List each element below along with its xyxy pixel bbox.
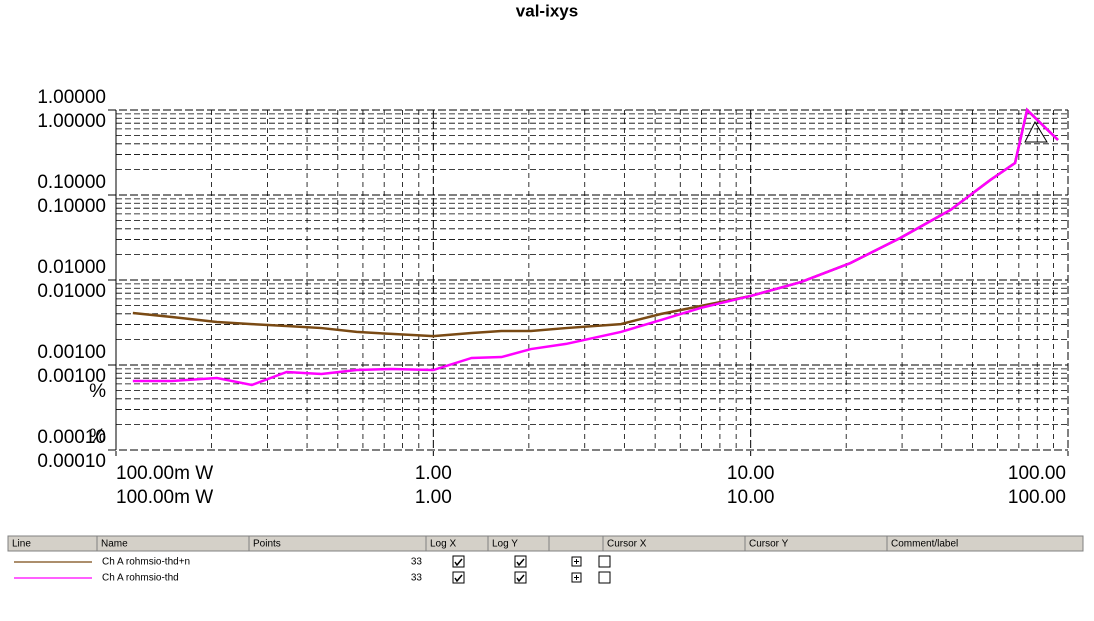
table-header-cell: Log X [430, 539, 456, 550]
checkbox[interactable] [598, 555, 611, 568]
table-header-cell: Cursor Y [749, 539, 789, 550]
x-tick-label: 10.00 [727, 487, 775, 508]
checkbox[interactable] [452, 555, 465, 568]
table-header-cell: Comment/label [891, 539, 958, 550]
checkmark [454, 574, 463, 583]
y-tick-label: 0.00100 [37, 366, 106, 387]
table-header-cell: Cursor X [607, 539, 647, 550]
x-tick-label: 100.00 [1008, 487, 1066, 508]
checkbox[interactable] [598, 571, 611, 584]
y-unit: % [89, 381, 106, 402]
checkmark [516, 574, 525, 583]
expand-plus [574, 559, 579, 564]
checkmark [454, 558, 463, 567]
y-tick-label: 0.10000 [37, 172, 106, 193]
chart-title: val-ixys [516, 1, 578, 20]
x-tick-label: 1.00 [415, 487, 452, 508]
y-tick-label: 0.00010 [37, 427, 106, 448]
legend-name: Ch A rohmsio-thd+n [102, 557, 190, 568]
x-tick-label: 100.00m W [116, 463, 213, 484]
data-line [132, 107, 1059, 387]
table-header-cell: Line [12, 539, 31, 550]
checkmark [516, 558, 525, 567]
expand-plus [574, 575, 579, 580]
table-header-cell: Log Y [492, 539, 518, 550]
legend-name: Ch A rohmsio-thd [102, 573, 179, 584]
cursor-marker[interactable] [1024, 120, 1048, 143]
y-tick-label: 0.01000 [37, 257, 106, 278]
x-tick-label: 1.00 [415, 463, 452, 484]
y-tick-label: 0.01000 [37, 281, 106, 302]
checkbox[interactable] [452, 571, 465, 584]
checkbox[interactable] [514, 555, 527, 568]
y-tick-label: 0.00100 [37, 342, 106, 363]
y-tick-label: 1.00000 [37, 111, 106, 132]
points-cell: 33 [411, 573, 423, 584]
y-tick-label: 1.00000 [37, 87, 106, 108]
table-header-cell: Name [101, 539, 128, 550]
points-cell: 33 [411, 557, 423, 568]
table-header-cell: Points [253, 539, 281, 550]
x-tick-label: 100.00 [1008, 463, 1066, 484]
checkbox[interactable] [514, 571, 527, 584]
y-tick-label: 0.10000 [37, 196, 106, 217]
table-header [7, 535, 1084, 552]
y-tick-label: 0.00010 [37, 451, 106, 472]
x-tick-label: 10.00 [727, 463, 775, 484]
y-unit: % [89, 426, 106, 447]
x-tick-label: 100.00m W [116, 487, 213, 508]
